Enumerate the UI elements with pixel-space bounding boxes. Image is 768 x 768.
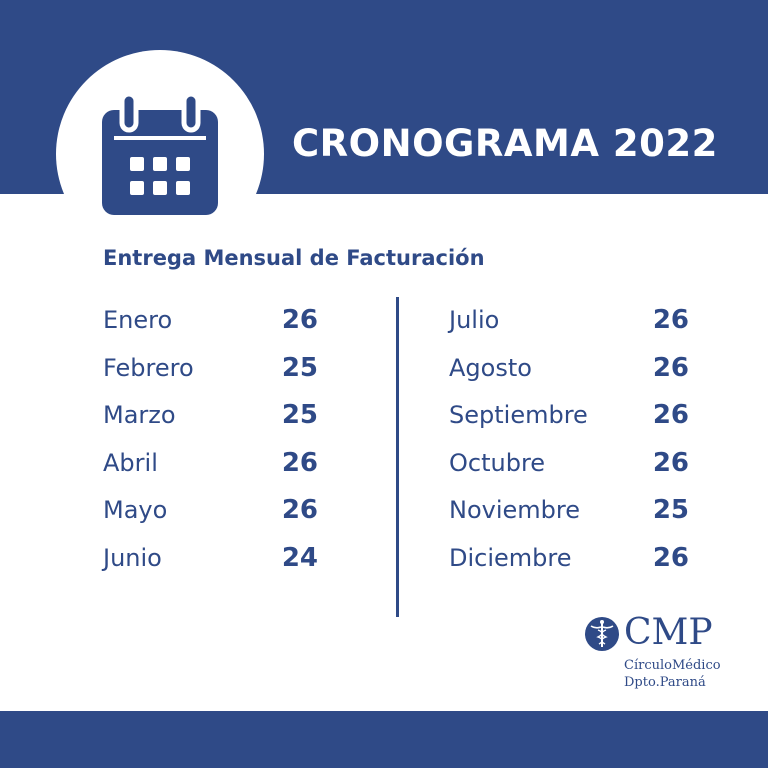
month-label: Junio bbox=[103, 543, 162, 572]
day-value: 26 bbox=[652, 542, 689, 573]
calendar-icon bbox=[102, 92, 218, 215]
logo-name-line1: CírculoMédico bbox=[624, 658, 721, 673]
day-value: 26 bbox=[652, 400, 689, 431]
schedule-row: Junio 24 bbox=[103, 538, 318, 586]
cmp-logo: CMP CírculoMédico Dpto.Paraná bbox=[584, 612, 734, 694]
month-label: Abril bbox=[103, 448, 158, 477]
footer-band bbox=[0, 711, 768, 768]
day-value: 26 bbox=[281, 495, 318, 526]
logo-name-line2: Dpto.Paraná bbox=[624, 675, 706, 690]
day-value: 26 bbox=[281, 447, 318, 478]
schedule-row: Julio 26 bbox=[449, 300, 689, 348]
schedule-row: Abril 26 bbox=[103, 443, 318, 491]
month-label: Mayo bbox=[103, 496, 168, 525]
month-label: Enero bbox=[103, 306, 173, 334]
day-value: 25 bbox=[281, 352, 318, 383]
month-label: Septiembre bbox=[449, 401, 588, 430]
day-value: 26 bbox=[652, 352, 689, 383]
month-label: Noviembre bbox=[449, 496, 580, 525]
schedule-row: Enero 26 bbox=[103, 300, 318, 348]
schedule-row: Agosto 26 bbox=[449, 348, 689, 396]
schedule-row: Diciembre 26 bbox=[449, 538, 689, 586]
day-value: 26 bbox=[652, 447, 689, 478]
schedule-row: Octubre 26 bbox=[449, 443, 689, 491]
day-value: 25 bbox=[281, 400, 318, 431]
month-label: Octubre bbox=[449, 448, 546, 477]
day-value: 24 bbox=[281, 542, 318, 573]
schedule-row: Noviembre 25 bbox=[449, 490, 689, 538]
day-value: 26 bbox=[281, 305, 318, 335]
logo-abbreviation: CMP bbox=[624, 612, 713, 653]
schedule-row: Septiembre 26 bbox=[449, 395, 689, 443]
schedule-row: Mayo 26 bbox=[103, 490, 318, 538]
month-label: Diciembre bbox=[449, 543, 572, 572]
month-label: Agosto bbox=[449, 353, 532, 382]
schedule-row: Febrero 25 bbox=[103, 348, 318, 396]
month-label: Febrero bbox=[103, 353, 194, 382]
day-value: 25 bbox=[652, 495, 689, 526]
schedule-column-left: Enero 26 Febrero 25 Marzo 25 Abril 26 Ma… bbox=[103, 300, 318, 586]
day-value: 26 bbox=[652, 305, 689, 335]
month-label: Marzo bbox=[103, 401, 176, 430]
schedule-column-right: Julio 26 Agosto 26 Septiembre 26 Octubre… bbox=[449, 300, 689, 586]
schedule-row: Marzo 25 bbox=[103, 395, 318, 443]
month-label: Julio bbox=[449, 306, 500, 334]
page-title: CRONOGRAMA 2022 bbox=[292, 122, 718, 165]
column-divider bbox=[396, 297, 399, 617]
caduceus-icon bbox=[585, 617, 619, 651]
schedule-subtitle: Entrega Mensual de Facturación bbox=[103, 246, 485, 270]
